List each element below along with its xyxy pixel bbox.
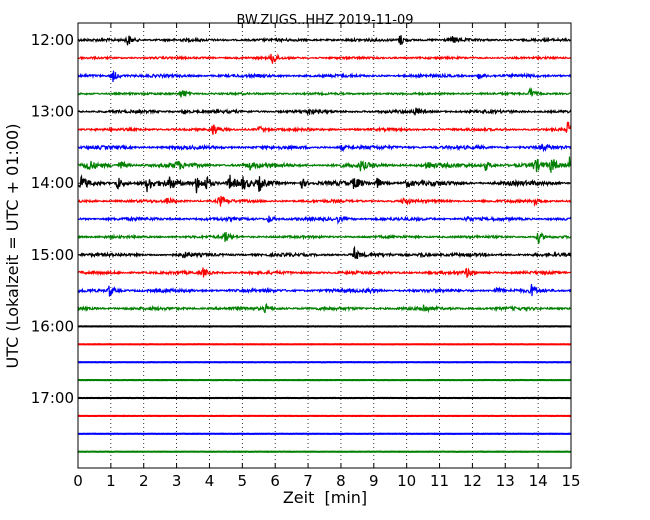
x-tick-label: 3 xyxy=(172,472,182,490)
x-tick-label: 8 xyxy=(336,472,346,490)
x-tick-label: 2 xyxy=(139,472,149,490)
x-tick-label: 15 xyxy=(561,472,580,490)
x-tick-label: 11 xyxy=(430,472,449,490)
y-tick-label: 12:00 xyxy=(31,31,74,49)
x-tick-label: 12 xyxy=(463,472,482,490)
x-tick-label: 6 xyxy=(270,472,280,490)
plot-frame xyxy=(77,22,572,469)
chart-title: BW.ZUGS..HHZ 2019-11-09 xyxy=(236,13,413,28)
x-tick-label: 7 xyxy=(303,472,313,490)
x-tick-label: 13 xyxy=(496,472,515,490)
x-tick-label: 10 xyxy=(397,472,416,490)
trace-1445 xyxy=(77,231,572,245)
x-axis-label: Zeit [min] xyxy=(283,488,367,507)
y-axis-ticks: 12:00 13:00 14:00 15:00 16:00 17:00 xyxy=(31,31,83,407)
trace-1415 xyxy=(77,195,572,207)
trace-1400 xyxy=(77,174,572,194)
y-tick-label: 14:00 xyxy=(31,174,74,192)
x-axis-ticks: 0 1 2 3 4 5 6 7 8 9 10 11 12 13 14 15 xyxy=(73,23,581,490)
trace-1315 xyxy=(77,121,572,135)
trace-1545 xyxy=(77,302,572,314)
y-tick-label: 17:00 xyxy=(31,389,74,407)
y-tick-label: 15:00 xyxy=(31,246,74,264)
trace-1515 xyxy=(77,267,572,278)
y-tick-label: 16:00 xyxy=(31,317,74,335)
trace-1215 xyxy=(77,53,572,64)
x-tick-label: 0 xyxy=(73,472,83,490)
trace-1430 xyxy=(77,215,572,225)
grid-lines xyxy=(110,23,539,468)
trace-1530 xyxy=(77,283,572,297)
x-tick-label: 1 xyxy=(106,472,116,490)
y-axis-label: UTC (Lokalzeit = UTC + 01:00) xyxy=(3,124,22,369)
x-tick-label: 4 xyxy=(205,472,215,490)
y-tick-label: 13:00 xyxy=(31,103,74,121)
trace-1500 xyxy=(77,245,572,259)
x-tick-label: 9 xyxy=(369,472,379,490)
x-tick-label: 14 xyxy=(529,472,548,490)
trace-lines xyxy=(77,35,572,453)
x-tick-label: 5 xyxy=(238,472,248,490)
trace-1230 xyxy=(77,70,572,82)
trace-1330 xyxy=(77,143,572,153)
trace-1245 xyxy=(77,86,572,98)
trace-1200 xyxy=(77,35,572,46)
trace-1300 xyxy=(77,107,572,116)
trace-1345 xyxy=(77,156,572,173)
